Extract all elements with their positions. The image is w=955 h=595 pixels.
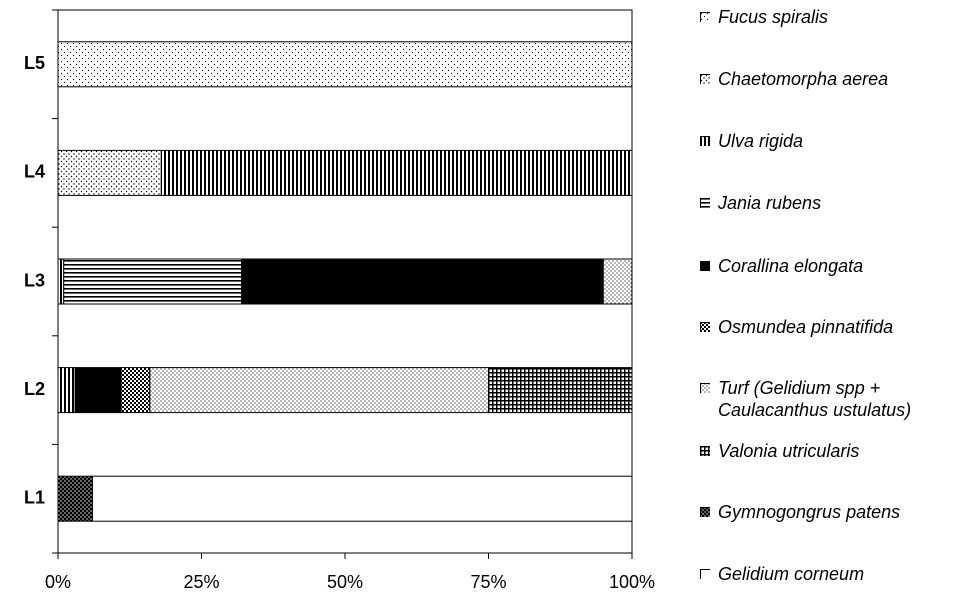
legend-item: Osmundea pinnatifida xyxy=(700,316,950,338)
legend-item: Gymnogongrus patens xyxy=(700,501,950,523)
legend-swatch xyxy=(700,322,710,332)
legend-label: Ulva rigida xyxy=(718,131,804,151)
legend-item: Jania rubens xyxy=(700,192,950,214)
legend-swatch xyxy=(700,569,710,579)
legend-label: Valonia utricularis xyxy=(718,441,860,461)
legend-label: Osmundea pinnatifida xyxy=(718,317,894,337)
bar-segment xyxy=(74,367,122,414)
legend-swatch xyxy=(700,74,710,84)
legend-item: Valonia utricularis xyxy=(700,440,950,462)
legend-label: Fucus spiralis xyxy=(718,7,829,27)
x-tick-label: 0% xyxy=(45,572,71,592)
bar-segment xyxy=(57,367,76,414)
x-tick-label: 75% xyxy=(470,572,506,592)
bar-segment xyxy=(63,258,243,305)
legend-item: Gelidium corneum xyxy=(700,563,950,585)
bar-segment xyxy=(488,367,633,414)
legend-item: Corallina elongata xyxy=(700,255,950,277)
bar-segment xyxy=(91,475,633,522)
legend-item: Fucus spiralis xyxy=(700,6,950,28)
bar-segment xyxy=(57,258,65,305)
x-tick-label: 100% xyxy=(609,572,655,592)
legend-item: Ulva rigida xyxy=(700,130,950,152)
legend-swatch xyxy=(700,12,710,22)
bar-segment xyxy=(57,41,633,88)
y-tick-label: L4 xyxy=(24,162,45,182)
y-tick-label: L2 xyxy=(24,379,45,399)
legend-label: Chaetomorpha aerea xyxy=(718,69,889,89)
legend-swatch xyxy=(700,446,710,456)
y-tick-label: L5 xyxy=(24,53,45,73)
legend-label: Gelidium corneum xyxy=(718,564,865,584)
y-tick-label: L1 xyxy=(24,487,45,507)
bar-segment xyxy=(602,258,633,305)
legend-swatch xyxy=(700,136,710,146)
legend-swatch xyxy=(700,261,710,271)
bar-segment xyxy=(120,367,151,414)
legend-swatch xyxy=(700,198,710,208)
bar-segment xyxy=(57,475,93,522)
legend-swatch xyxy=(700,383,710,393)
x-tick-label: 25% xyxy=(183,572,219,592)
bar-segment xyxy=(149,367,489,414)
legend-item: Chaetomorpha aerea xyxy=(700,68,950,90)
legend-swatch xyxy=(700,507,710,517)
bar-segment xyxy=(57,149,162,196)
bar-segment xyxy=(160,149,633,196)
x-tick-label: 50% xyxy=(327,572,363,592)
legend-item: Turf (Gelidium spp + Caulacanthus ustula… xyxy=(700,377,950,421)
legend-label: Jania rubens xyxy=(718,193,822,213)
y-tick-label: L3 xyxy=(24,270,45,290)
legend-label: Gymnogongrus patens xyxy=(718,502,901,522)
bar-segment xyxy=(241,258,604,305)
legend-label: Corallina elongata xyxy=(718,256,864,276)
legend-label: Turf (Gelidium spp + Caulacanthus ustula… xyxy=(718,378,912,420)
